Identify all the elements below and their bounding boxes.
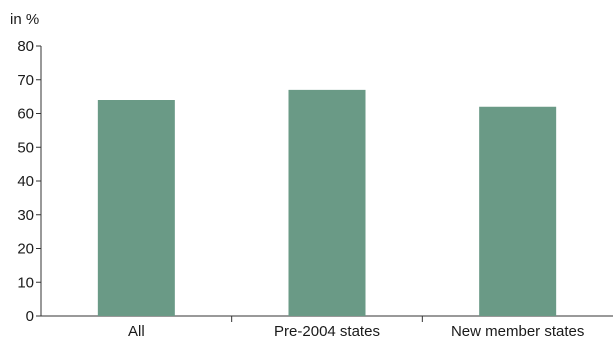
y-tick-label: 20: [17, 241, 34, 258]
y-tick-label: 60: [17, 106, 34, 123]
y-tick-label: 30: [17, 207, 34, 224]
bar-new-member-states: [479, 106, 557, 316]
bars: [97, 89, 557, 316]
y-tick-label: 40: [17, 173, 34, 190]
bar-all: [97, 100, 175, 316]
y-tick-label: 80: [17, 38, 34, 55]
x-category-label: New member states: [451, 323, 584, 340]
x-category-label: Pre-2004 states: [274, 323, 380, 340]
x-category-label: All: [128, 323, 145, 340]
y-tick-label: 10: [17, 274, 34, 291]
y-axis-title: in %: [10, 11, 39, 28]
bar-pre-2004-states: [288, 89, 366, 316]
y-tick-label: 70: [17, 72, 34, 89]
y-tick-label: 0: [26, 308, 34, 325]
y-tick-label: 50: [17, 139, 34, 156]
tick-labels: 0 10 20 30 40 50 60 70 80 All Pre-2004 states New m…: [17, 38, 584, 340]
